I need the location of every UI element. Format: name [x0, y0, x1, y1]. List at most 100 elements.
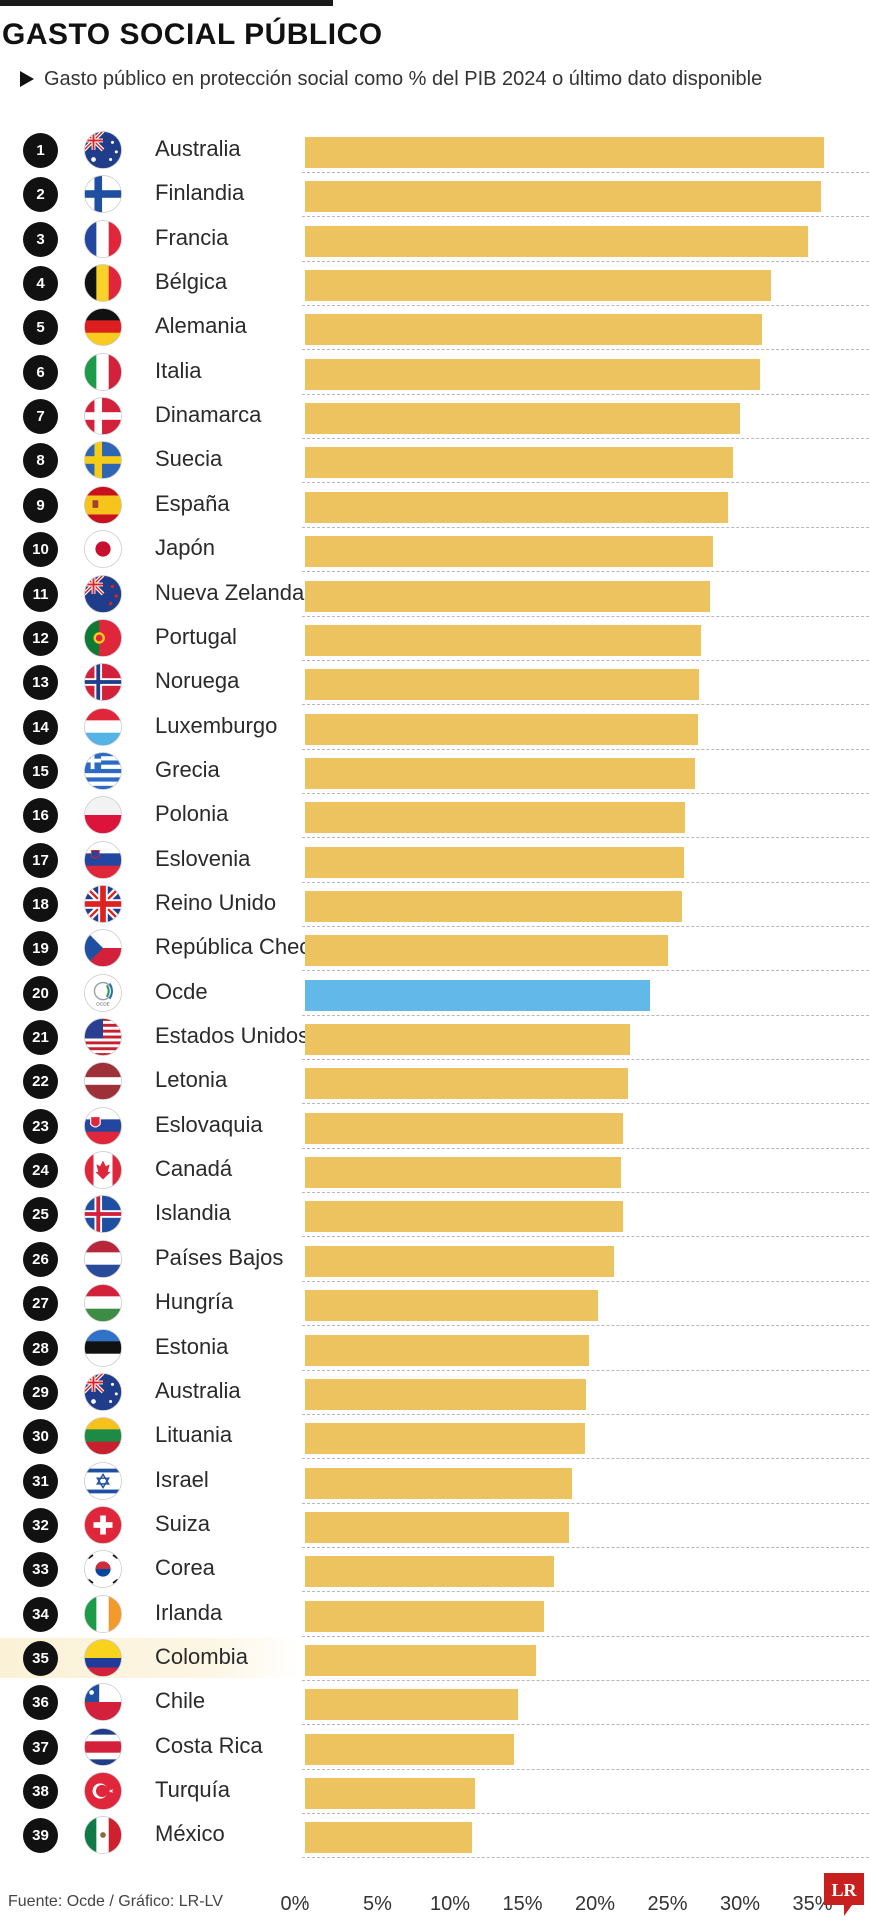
rank-badge: 1: [23, 133, 58, 168]
turkey-flag-icon: [84, 1772, 122, 1810]
rank-badge: 38: [23, 1774, 58, 1809]
x-tick-label: 10%: [429, 1893, 471, 1915]
bar-37: [305, 1733, 514, 1765]
chart-row: 3 Francia: [0, 217, 869, 262]
bar-11: [305, 580, 710, 612]
country-label: Estonia: [155, 1333, 229, 1359]
chart-row: 20 OCDE Ocde: [0, 971, 869, 1016]
row-separator: [302, 1192, 869, 1194]
chart-title: GASTO SOCIAL PÚBLICO: [2, 18, 383, 51]
chart-row: 33 Corea: [0, 1547, 869, 1593]
rank-badge: 30: [23, 1419, 58, 1455]
x-tick-label: 35%: [792, 1893, 833, 1915]
rank-badge: 36: [23, 1685, 58, 1721]
rank-badge: 19: [23, 931, 58, 967]
country-label: Ocde: [155, 978, 208, 1004]
country-label: Suecia: [155, 446, 223, 472]
row-separator: [302, 393, 869, 395]
country-label: Dinamarca: [155, 402, 262, 428]
rank-badge: 8: [23, 443, 58, 479]
rank-badge: 13: [23, 665, 58, 701]
country-label: Australia: [155, 136, 241, 161]
rank-badge: 27: [23, 1286, 58, 1322]
rank-badge: 28: [23, 1330, 58, 1366]
country-label: Italia: [155, 357, 202, 383]
chart-row: 35 Colombia: [0, 1636, 869, 1681]
country-label: Canadá: [155, 1156, 233, 1182]
italy-flag-icon: [84, 352, 122, 391]
colombia-flag-icon: [84, 1638, 122, 1677]
x-tick-label: 5%: [363, 1893, 392, 1915]
chart-subtitle: Gasto público en protección social como …: [20, 68, 762, 91]
slovenia-flag-icon: [84, 840, 122, 879]
chart-row: 39 México: [0, 1813, 869, 1859]
row-separator: [302, 1103, 869, 1105]
row-separator: [302, 926, 869, 927]
row-separator: [302, 482, 869, 484]
bar-7: [305, 403, 740, 435]
row-separator: [302, 1236, 869, 1238]
chart-subtitle-text: Gasto público en protección social como …: [44, 68, 763, 90]
canada-flag-icon: [84, 1151, 122, 1189]
bar-4: [305, 270, 771, 302]
rank-badge: 29: [23, 1374, 58, 1410]
ireland-flag-icon: [84, 1594, 122, 1633]
country-label: Hungría: [155, 1289, 234, 1315]
bar-20: [305, 979, 651, 1011]
oecd-flag-icon: OCDE: [84, 973, 122, 1012]
rank-badge: 22: [23, 1064, 58, 1100]
bar-8: [305, 447, 733, 479]
lr-logo-icon: LR: [824, 1873, 864, 1916]
bar-21: [305, 1024, 630, 1055]
hungary-flag-icon: [84, 1284, 122, 1322]
country-label: Islandia: [155, 1200, 231, 1226]
mexico-flag-icon: [84, 1816, 122, 1855]
row-separator: [302, 1369, 869, 1371]
country-label: Alemania: [155, 313, 247, 339]
chart-row: 23 Eslovaquia: [0, 1104, 869, 1149]
bar-18: [305, 891, 682, 922]
bar-22: [305, 1068, 629, 1100]
bar-12: [305, 624, 701, 656]
belgium-flag-icon: [84, 264, 122, 302]
switzerland-flag-icon: [84, 1505, 122, 1544]
chart-row: 27 Hungría: [0, 1281, 869, 1327]
australia-flag-icon: [84, 131, 122, 169]
spain-flag-icon: [84, 485, 122, 524]
bar-15: [305, 757, 695, 789]
bar-24: [305, 1157, 622, 1189]
bar-28: [305, 1334, 590, 1366]
rank-badge: 21: [23, 1020, 58, 1055]
row-separator: [302, 526, 869, 528]
chart-row: 37 Costa Rica: [0, 1725, 869, 1770]
chile-flag-icon: [84, 1683, 122, 1722]
japan-flag-icon: [84, 530, 122, 569]
bar-19: [305, 935, 668, 967]
costarica-flag-icon: [84, 1727, 122, 1766]
svg-text:OCDE: OCDE: [96, 1001, 110, 1007]
x-axis-origin: [305, 1897, 306, 1905]
bar-23: [305, 1112, 623, 1144]
country-label: Letonia: [155, 1067, 228, 1093]
chart-row: 14 Luxemburgo: [0, 705, 869, 750]
country-label: Nueva Zelanda: [155, 579, 305, 605]
row-separator: [302, 1724, 869, 1726]
rank-badge: 11: [23, 576, 58, 612]
chart-row: 4 Bélgica: [0, 261, 869, 307]
chart-row: 5 Alemania: [0, 305, 869, 351]
country-label: Chile: [155, 1688, 206, 1714]
country-label: Finlandia: [155, 180, 245, 206]
rank-badge: 25: [23, 1197, 58, 1233]
chart-row: 6 Italia: [0, 350, 869, 395]
estonia-flag-icon: [84, 1328, 122, 1367]
latvia-flag-icon: [84, 1062, 122, 1101]
country-label: Colombia: [155, 1643, 248, 1669]
rank-badge: 7: [23, 399, 58, 435]
chart-row: 12 Portugal: [0, 616, 869, 661]
chart-row: 38 Turquía: [0, 1769, 869, 1814]
x-tick-label: 15%: [502, 1893, 543, 1915]
bar-6: [305, 358, 761, 390]
country-label: Irlanda: [155, 1599, 223, 1625]
rank-badge: 20: [23, 975, 58, 1011]
bar-17: [305, 846, 684, 878]
